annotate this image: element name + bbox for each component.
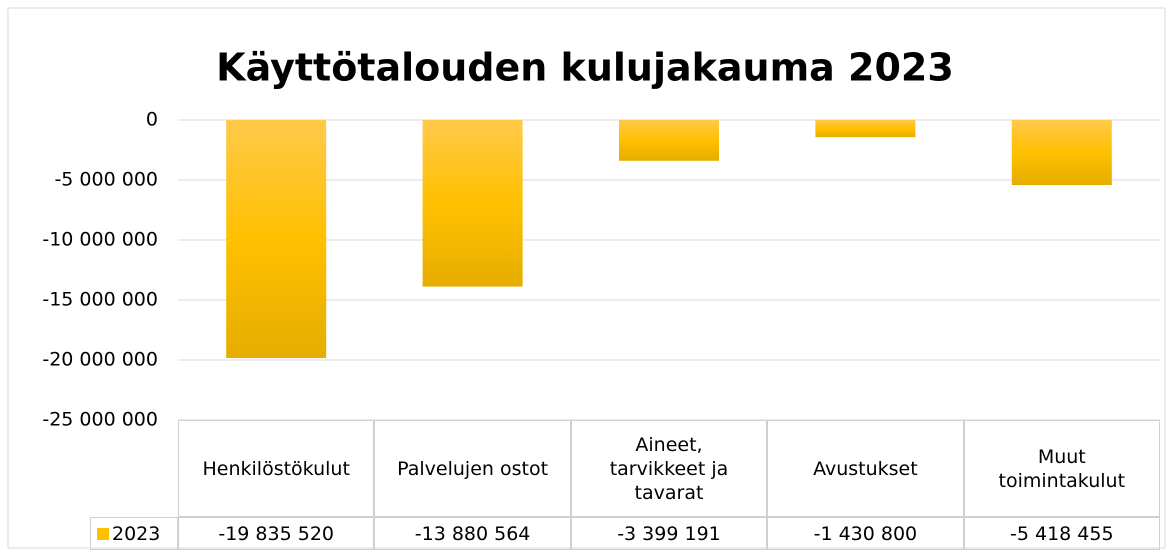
category-cell: Aineet, tarvikkeet ja tavarat [570,420,768,517]
chart-title: Käyttötalouden kulujakauma 2023 [216,46,954,90]
legend-cell: 2023 [90,517,178,550]
y-tick-label: 0 [146,109,158,131]
value-label: -19 835 520 [178,517,375,550]
y-tick-label: -20 000 000 [42,349,158,371]
y-tick-label: -25 000 000 [42,409,158,431]
category-cell: Avustukset [767,420,964,517]
bar [226,120,327,359]
value-label: -1 430 800 [767,517,964,550]
bar [422,120,523,287]
value-label: -13 880 564 [374,517,571,550]
value-label: -5 418 455 [963,517,1160,550]
legend-swatch [97,527,109,540]
y-tick-label: -5 000 000 [54,169,158,191]
category-cell: Henkilöstökulut [178,420,375,517]
bar [619,120,719,161]
y-tick-label: -10 000 000 [42,229,158,251]
category-cell: Palvelujen ostot [374,420,571,517]
legend-label: 2023 [112,522,161,545]
category-cell: Muut toimintakulut [963,420,1160,517]
bar [815,120,916,138]
bar [1011,120,1112,186]
value-label: -3 399 191 [570,517,768,550]
chart-border [7,7,1166,549]
y-tick-label: -15 000 000 [42,289,158,311]
